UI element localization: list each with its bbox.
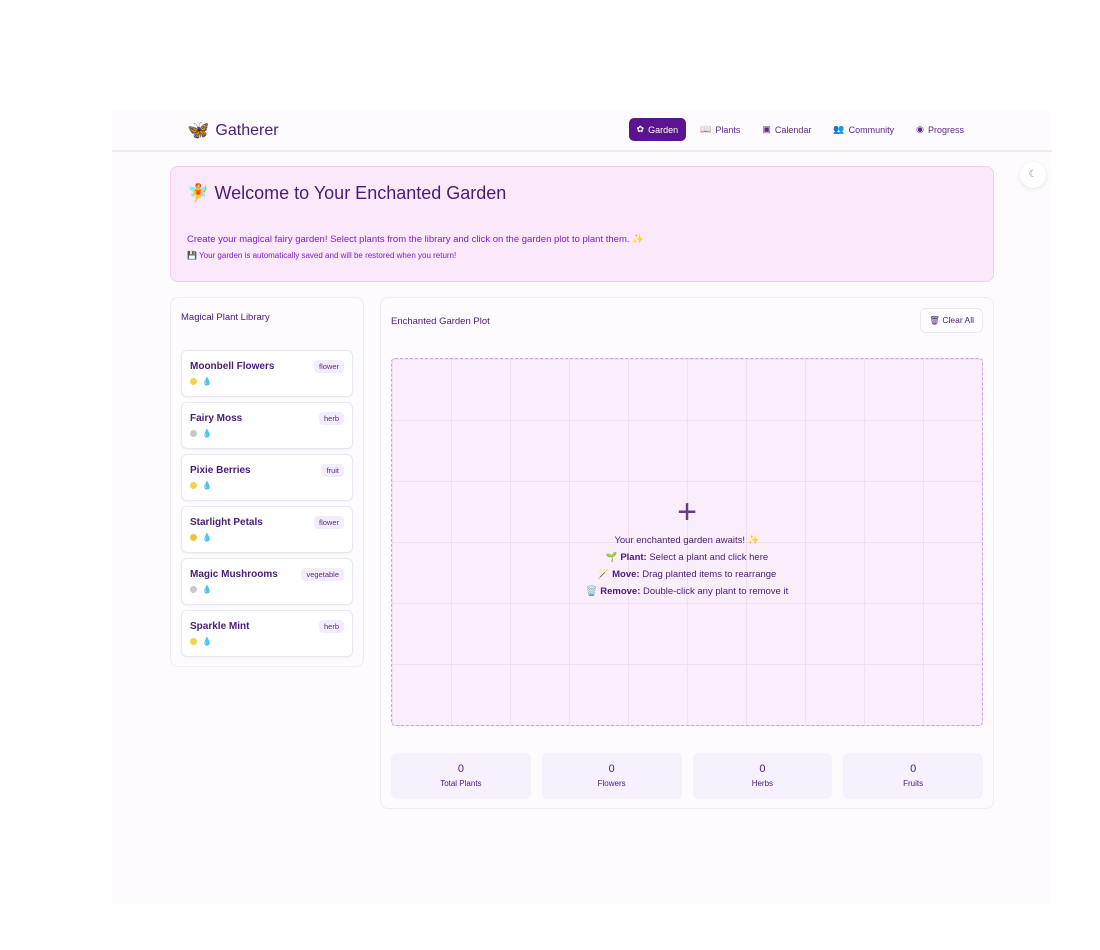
stat-label: Fruits <box>903 779 924 788</box>
plant-type-badge: herb <box>318 412 344 425</box>
stat-label: Herbs <box>751 779 774 788</box>
app: 🦋 Gatherer ✿ Garden 📖 Plants ▣ Calendar 👥 Commun… <box>112 110 1052 905</box>
plant-name: Magic Mushrooms <box>190 569 278 580</box>
plant-name: Fairy Moss <box>190 413 243 424</box>
stat-value: 0 <box>457 763 464 775</box>
plant-card[interactable]: Starlight Petals flower 💧 <box>181 506 353 553</box>
hint-icon: 🪄 <box>597 569 610 580</box>
hint-plant: 🌱 Plant: Select a plant and click here <box>605 552 769 563</box>
library-title: Magical Plant Library <box>181 312 270 323</box>
butterfly-icon: 🦋 <box>187 120 210 140</box>
plant-name: Pixie Berries <box>190 465 251 476</box>
plant-name: Starlight Petals <box>190 517 263 528</box>
plant-card[interactable]: Sparkle Mint herb 💧 <box>181 610 353 657</box>
plot-title: Enchanted Garden Plot <box>391 316 490 327</box>
stat-label: Total Plants <box>440 779 482 788</box>
book-icon: 📖 <box>700 124 712 134</box>
sun-icon <box>190 586 197 593</box>
top-nav: 🦋 Gatherer ✿ Garden 📖 Plants ▣ Calendar 👥 Commun… <box>112 110 1052 152</box>
plant-name: Moonbell Flowers <box>190 361 275 372</box>
hint-icon: 🌱 <box>605 552 618 563</box>
stat-value: 0 <box>759 763 766 775</box>
plant-type-badge: fruit <box>321 464 344 477</box>
plant-type-badge: flower <box>313 360 344 373</box>
plant-type-badge: flower <box>313 516 344 529</box>
app-name: Gatherer <box>215 121 279 139</box>
fairy-icon: 🧚 <box>187 183 210 203</box>
camera-icon: ◉ <box>916 124 924 134</box>
sun-icon <box>190 378 197 385</box>
hint-move: 🪄 Move: Drag planted items to rearrange <box>597 569 777 580</box>
water-drop-icon: 💧 <box>202 481 212 490</box>
plant-card[interactable]: Magic Mushrooms vegetable 💧 <box>181 558 353 605</box>
nav-calendar[interactable]: ▣ Calendar <box>762 124 812 135</box>
nav-community[interactable]: 👥 Community <box>833 124 895 135</box>
empty-title: Your enchanted garden awaits! ✨ <box>614 535 760 546</box>
stat-card: 0 Flowers <box>541 753 682 799</box>
page-title: 🧚 Welcome to Your Enchanted Garden <box>187 183 507 203</box>
water-drop-icon: 💧 <box>202 429 212 438</box>
sun-icon <box>190 638 197 645</box>
nav-progress[interactable]: ◉ Progress <box>916 124 964 135</box>
sprout-icon: ✿ <box>636 124 645 134</box>
empty-state: + Your enchanted garden awaits! ✨ 🌱 Plan… <box>392 489 982 597</box>
stat-value: 0 <box>608 763 615 775</box>
logo[interactable]: 🦋 Gatherer <box>187 120 279 141</box>
clear-all-button[interactable]: 🗑 Clear All <box>920 308 983 333</box>
plant-type-badge: vegetable <box>301 568 344 581</box>
sun-icon <box>190 430 197 437</box>
water-drop-icon: 💧 <box>202 377 212 386</box>
garden-grid[interactable]: + Your enchanted garden awaits! ✨ 🌱 Plan… <box>391 358 983 726</box>
water-drop-icon: 💧 <box>202 585 212 594</box>
plant-card[interactable]: Pixie Berries fruit 💧 <box>181 454 353 501</box>
plant-card[interactable]: Moonbell Flowers flower 💧 <box>181 350 353 397</box>
sun-icon <box>190 482 197 489</box>
stat-card: 0 Total Plants <box>391 753 531 799</box>
users-icon: 👥 <box>833 124 845 134</box>
nav-plants[interactable]: 📖 Plants <box>700 124 741 135</box>
garden-plot-panel: Enchanted Garden Plot 🗑 Clear All + Your… <box>380 297 994 809</box>
plant-type-badge: herb <box>318 620 344 633</box>
save-icon: 💾 <box>187 251 197 260</box>
stat-label: Flowers <box>597 779 626 788</box>
plant-card[interactable]: Fairy Moss herb 💧 <box>181 402 353 449</box>
plant-library: Magical Plant Library Moonbell Flowers fl… <box>170 297 364 667</box>
hint-remove: 🗑️ Remove: Double-click any plant to rem… <box>585 586 789 597</box>
calendar-icon: ▣ <box>762 124 771 134</box>
plus-icon: + <box>677 493 697 531</box>
water-drop-icon: 💧 <box>202 533 212 542</box>
plant-name: Sparkle Mint <box>190 621 250 632</box>
autosave-note: 💾 Your garden is automatically saved and… <box>187 251 457 260</box>
welcome-description: Create your magical fairy garden! Select… <box>187 234 644 245</box>
trash-icon: 🗑 <box>929 315 940 325</box>
stat-card: 0 Fruits <box>843 753 983 799</box>
welcome-banner: 🧚 Welcome to Your Enchanted Garden Creat… <box>170 166 994 282</box>
hint-icon: 🗑️ <box>585 586 598 597</box>
water-drop-icon: 💧 <box>202 637 212 646</box>
stat-card: 0 Herbs <box>692 753 833 799</box>
theme-toggle-moon-icon[interactable]: ☾ <box>1020 162 1046 188</box>
stat-value: 0 <box>910 763 917 775</box>
nav-garden[interactable]: ✿ Garden <box>628 118 687 141</box>
sun-icon <box>190 534 197 541</box>
